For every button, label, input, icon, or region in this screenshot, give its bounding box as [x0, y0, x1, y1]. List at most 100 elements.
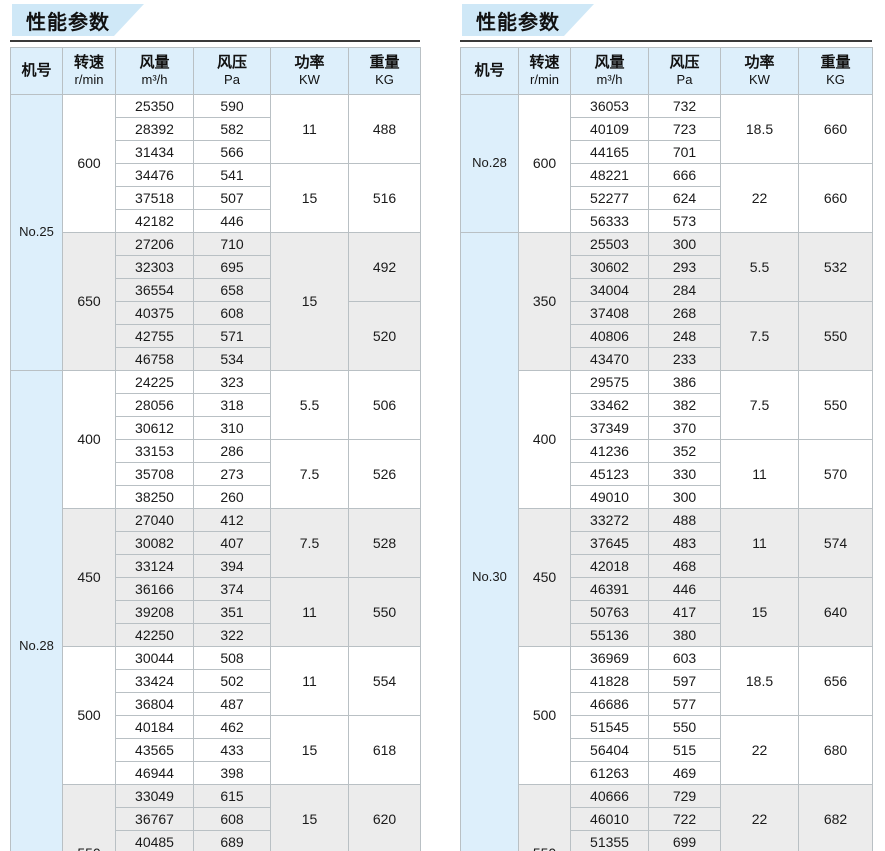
pressure-cell: 566: [193, 140, 271, 164]
table-row: No.30 350 25503 300 5.5 532: [460, 232, 873, 851]
pressure-cell: 577: [648, 692, 721, 716]
table-row: 450 27040 412 7.5 528: [11, 508, 421, 647]
flow-cell: 37518: [115, 186, 194, 210]
pressure-cell: 571: [193, 324, 271, 348]
power-cell: 15: [270, 163, 349, 233]
table-body-right: No.28 600 36053 732 18.5 660 40109 723 44165 701 4…: [460, 94, 873, 851]
flow-cell: 27040: [115, 508, 194, 532]
pressure-cell: 615: [193, 784, 271, 808]
flow-cell: 36053: [570, 94, 649, 118]
flow-cell: 55136: [570, 623, 649, 647]
table-row: 5503304961515620: [11, 784, 421, 851]
table-row: 42755 571: [11, 324, 421, 348]
rpm-cell: 600: [62, 94, 116, 233]
pressure-cell: 370: [648, 416, 721, 440]
power-cell: 11: [270, 577, 349, 647]
flow-cell: 25503: [570, 232, 649, 256]
pressure-cell: 597: [648, 669, 721, 693]
flow-cell: 33049: [115, 784, 194, 808]
banner-underline: [10, 40, 420, 42]
flow-cell: 52277: [570, 186, 649, 210]
table-row: 43470 233: [461, 347, 873, 371]
flow-cell: 28392: [115, 117, 194, 141]
flow-cell: 36969: [570, 646, 649, 670]
flow-cell: 48221: [570, 163, 649, 187]
flow-cell: 25350: [115, 94, 194, 118]
pressure-cell: 483: [648, 531, 721, 555]
panel-left: 性能参数 机号 转速 r/min 风量 m³/h 风压 Pa 功率 KW 重量 KG No.25 60…: [0, 0, 440, 851]
column-header-unit: m³/h: [141, 71, 168, 87]
flow-cell: 36166: [115, 577, 194, 601]
pressure-cell: 284: [648, 278, 721, 302]
flow-cell: 30082: [115, 531, 194, 555]
pressure-cell: 322: [193, 623, 271, 647]
model-number-cell: No.25: [10, 94, 63, 371]
power-cell: 15: [270, 784, 349, 851]
table-row: 31434 566: [11, 140, 421, 164]
power-cell: 7.5: [720, 370, 799, 440]
weight-cell: 570: [798, 439, 873, 509]
weight-cell: 660: [798, 163, 873, 233]
flow-cell: 30612: [115, 416, 194, 440]
pressure-cell: 508: [193, 646, 271, 670]
table-row: 36554 658: [11, 278, 421, 302]
column-header-unit: m³/h: [596, 71, 623, 87]
banner-shape: 性能参数: [12, 4, 144, 36]
pressure-cell: 352: [648, 439, 721, 463]
rpm-cell: 350: [518, 232, 571, 371]
flow-cell: 40806: [570, 324, 649, 348]
column-header-6: 重量 KG: [798, 47, 873, 95]
pressure-cell: 260: [193, 485, 271, 509]
pressure-cell: 273: [193, 462, 271, 486]
weight-cell: 492: [348, 232, 421, 302]
column-header-6: 重量 KG: [348, 47, 421, 95]
table-row: 500 36969 603 18.5 656: [461, 646, 873, 785]
table-row: 37349 370: [461, 416, 873, 440]
table-row: No.28 400 24225 323 5.5 506: [10, 370, 421, 851]
weight-cell: 682: [798, 784, 873, 851]
power-cell: 11: [270, 646, 349, 716]
pressure-cell: 488: [648, 508, 721, 532]
flow-cell: 36554: [115, 278, 194, 302]
flow-cell: 30602: [570, 255, 649, 279]
flow-cell: 33153: [115, 439, 194, 463]
column-header-label: 机号: [21, 62, 52, 79]
flow-cell: 61263: [570, 761, 649, 785]
table-row: 30612 310: [11, 416, 421, 440]
pressure-cell: 286: [193, 439, 271, 463]
table-row: 34476 541 15 516: [11, 163, 421, 233]
pressure-cell: 608: [193, 807, 271, 831]
pressure-cell: 398: [193, 761, 271, 785]
flow-cell: 43565: [115, 738, 194, 762]
flow-cell: 40666: [570, 784, 649, 808]
power-cell: 7.5: [270, 508, 349, 578]
weight-cell: 618: [348, 715, 421, 785]
pressure-cell: 233: [648, 347, 721, 371]
flow-cell: 40109: [570, 117, 649, 141]
power-cell: 11: [720, 508, 799, 578]
table-row: 52277 624: [461, 186, 873, 210]
pressure-cell: 293: [648, 255, 721, 279]
flow-cell: 37645: [570, 531, 649, 555]
column-header-label: 功率: [294, 54, 325, 72]
banner-right: 性能参数: [450, 0, 885, 44]
column-header-5: 功率 KW: [720, 47, 799, 95]
pressure-cell: 515: [648, 738, 721, 762]
pressure-cell: 374: [193, 577, 271, 601]
rpm-cell: 400: [518, 370, 571, 509]
power-cell: 7.5: [270, 439, 349, 509]
flow-cell: 40375: [115, 301, 194, 325]
power-cell: 7.5: [720, 301, 799, 371]
column-header-unit: KG: [375, 71, 394, 87]
pressure-cell: 394: [193, 554, 271, 578]
table-row: 650 27206 710 15 492: [11, 232, 421, 371]
rpm-cell: 550: [62, 784, 116, 851]
pressure-cell: 732: [648, 94, 721, 118]
table-row: 34004 284: [461, 278, 873, 302]
flow-cell: 50763: [570, 600, 649, 624]
table-row: 48221 666 22 660: [461, 163, 873, 233]
weight-cell: 550: [348, 577, 421, 647]
pressure-cell: 550: [648, 715, 721, 739]
rpm-cell: 450: [518, 508, 571, 647]
pressure-cell: 658: [193, 278, 271, 302]
